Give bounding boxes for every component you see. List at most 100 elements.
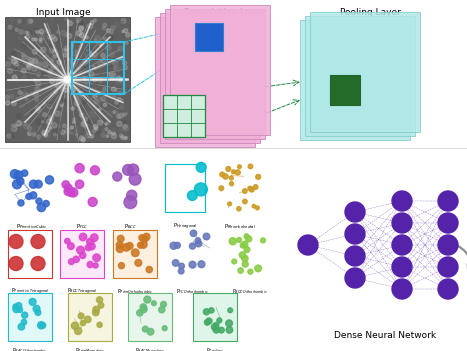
Circle shape	[172, 260, 179, 266]
Circle shape	[219, 327, 224, 333]
Circle shape	[213, 323, 219, 328]
Circle shape	[122, 83, 126, 87]
Circle shape	[438, 235, 458, 255]
Circle shape	[52, 110, 58, 115]
Circle shape	[67, 34, 72, 39]
Circle shape	[244, 247, 250, 252]
Circle shape	[119, 113, 123, 118]
Circle shape	[80, 22, 83, 25]
Circle shape	[25, 98, 28, 100]
Circle shape	[124, 89, 127, 92]
Circle shape	[63, 124, 66, 127]
Bar	[165, 9, 265, 139]
Circle shape	[67, 130, 71, 135]
Circle shape	[11, 29, 14, 33]
Circle shape	[235, 170, 241, 175]
Circle shape	[118, 46, 123, 51]
Circle shape	[140, 304, 147, 310]
Circle shape	[69, 259, 74, 265]
Circle shape	[86, 49, 92, 54]
Circle shape	[64, 135, 66, 138]
Circle shape	[105, 127, 108, 131]
Circle shape	[104, 60, 106, 62]
Circle shape	[44, 55, 48, 60]
Circle shape	[22, 55, 27, 60]
Circle shape	[242, 241, 248, 247]
Circle shape	[101, 133, 106, 137]
Circle shape	[92, 65, 95, 68]
Circle shape	[137, 310, 143, 316]
Circle shape	[170, 242, 177, 249]
Circle shape	[39, 62, 44, 67]
Circle shape	[60, 66, 64, 69]
Circle shape	[106, 122, 108, 125]
Circle shape	[67, 188, 75, 197]
Circle shape	[27, 58, 29, 60]
Circle shape	[50, 79, 55, 84]
Circle shape	[117, 236, 124, 242]
Circle shape	[59, 81, 62, 83]
Circle shape	[137, 242, 143, 248]
Circle shape	[33, 59, 38, 64]
Circle shape	[79, 252, 86, 258]
Circle shape	[57, 121, 60, 124]
Circle shape	[28, 59, 33, 63]
Circle shape	[54, 90, 58, 94]
Circle shape	[31, 234, 45, 249]
Circle shape	[54, 66, 57, 69]
Circle shape	[95, 35, 100, 40]
Circle shape	[41, 120, 44, 123]
Circle shape	[56, 100, 59, 104]
Circle shape	[13, 121, 17, 125]
Text: P$_{BDC Tetragonal}$: P$_{BDC Tetragonal}$	[67, 287, 98, 297]
Bar	[193, 292, 237, 340]
Circle shape	[71, 126, 73, 129]
Circle shape	[121, 136, 124, 139]
Circle shape	[59, 126, 63, 130]
Circle shape	[35, 81, 41, 86]
Circle shape	[35, 119, 41, 124]
Circle shape	[110, 52, 114, 57]
Circle shape	[27, 76, 30, 79]
Circle shape	[29, 298, 36, 305]
Circle shape	[109, 92, 113, 96]
Text: P$_{FCC}$: P$_{FCC}$	[76, 222, 88, 231]
Circle shape	[116, 114, 120, 119]
Circle shape	[66, 26, 71, 32]
Circle shape	[68, 21, 72, 26]
Circle shape	[179, 263, 184, 269]
Circle shape	[248, 186, 252, 190]
Circle shape	[63, 53, 67, 57]
Circle shape	[92, 52, 98, 57]
Circle shape	[27, 32, 29, 34]
Circle shape	[17, 178, 24, 185]
Circle shape	[76, 96, 81, 101]
Bar	[155, 17, 255, 147]
Circle shape	[85, 133, 90, 138]
Circle shape	[30, 129, 35, 134]
Circle shape	[27, 65, 30, 68]
Circle shape	[99, 44, 102, 46]
Circle shape	[38, 62, 42, 66]
Circle shape	[59, 118, 63, 122]
Circle shape	[121, 19, 126, 24]
Bar	[165, 164, 205, 212]
Circle shape	[122, 30, 124, 33]
Circle shape	[68, 243, 74, 250]
Circle shape	[93, 94, 97, 98]
Circle shape	[113, 172, 122, 181]
Circle shape	[90, 53, 93, 57]
Circle shape	[64, 33, 69, 37]
Circle shape	[32, 38, 35, 41]
Circle shape	[21, 53, 26, 57]
Circle shape	[106, 29, 110, 33]
Circle shape	[81, 65, 85, 69]
Circle shape	[16, 113, 21, 118]
Circle shape	[29, 62, 32, 65]
Circle shape	[102, 129, 106, 133]
Text: P$_{Primitive Tetragonal}$: P$_{Primitive Tetragonal}$	[11, 287, 49, 297]
Circle shape	[122, 61, 127, 65]
Circle shape	[91, 68, 93, 71]
Circle shape	[98, 303, 104, 308]
Circle shape	[38, 62, 42, 67]
